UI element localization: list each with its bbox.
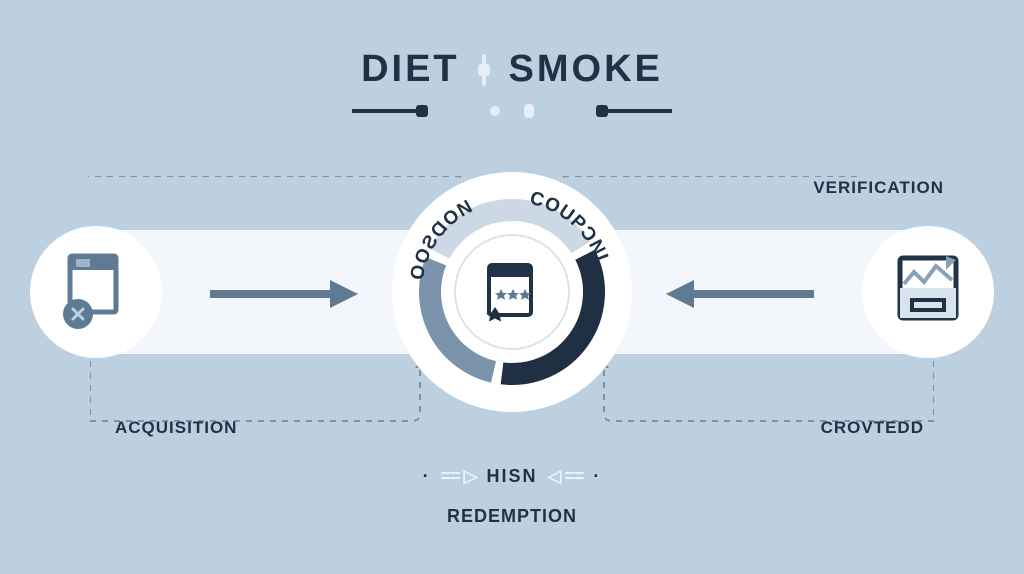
label-hisn: HISN <box>486 466 537 487</box>
center-node <box>454 234 570 350</box>
hisn-dot-right: · <box>593 466 601 487</box>
left-node <box>30 226 162 358</box>
coupon-card-icon <box>477 257 547 327</box>
title-diet: DIET <box>361 48 460 91</box>
box-receipt-icon <box>862 226 994 358</box>
label-crovtedd: CROVTEDD <box>821 418 924 438</box>
deco-knob-icon <box>524 104 534 118</box>
deco-dot-icon <box>490 106 500 116</box>
label-verification: VERIFICATION <box>813 178 944 198</box>
deco-dash-right <box>602 109 672 113</box>
deco-mid <box>432 102 592 120</box>
hisn-row: · == ▷ HISN ◁ == · <box>423 466 602 487</box>
right-node <box>862 226 994 358</box>
title-decoration <box>0 102 1024 120</box>
infographic-stage: DIET SMOKE <box>0 0 1024 574</box>
title-row: DIET SMOKE <box>0 48 1024 91</box>
deco-dash-left <box>352 109 422 113</box>
arrow-right-icon <box>210 278 360 310</box>
hisn-arrows-left-icon: ◁ == <box>548 466 584 487</box>
title-separator-icon <box>478 54 490 86</box>
label-acquisition: ACQUISITION <box>115 418 237 438</box>
hisn-arrows-right-icon: == ▷ <box>441 466 477 487</box>
title-smoke: SMOKE <box>509 48 663 91</box>
label-redemption: REDEMPTION <box>447 506 577 527</box>
package-coupon-icon <box>30 226 162 358</box>
arrow-left-icon <box>664 278 814 310</box>
hisn-dot-left: · <box>423 466 431 487</box>
